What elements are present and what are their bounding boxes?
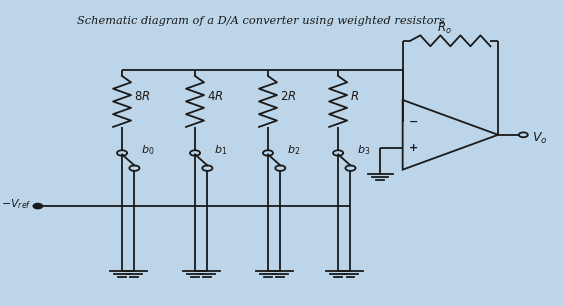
Text: $V_o$: $V_o$: [532, 131, 548, 146]
Text: $4R$: $4R$: [208, 90, 224, 103]
Text: $b_3$: $b_3$: [357, 144, 371, 158]
Circle shape: [33, 203, 42, 208]
Text: $2R$: $2R$: [280, 90, 297, 103]
Text: +: +: [409, 143, 418, 153]
Text: $b_0$: $b_0$: [141, 144, 155, 158]
Text: $R$: $R$: [350, 90, 359, 103]
Text: −: −: [409, 117, 418, 127]
Text: Schematic diagram of a D/A converter using weighted resistors: Schematic diagram of a D/A converter usi…: [77, 16, 445, 26]
Text: $b_1$: $b_1$: [214, 144, 227, 158]
Text: $b_2$: $b_2$: [287, 144, 300, 158]
Text: $8R$: $8R$: [134, 90, 151, 103]
Text: $-V_{ref}$: $-V_{ref}$: [1, 198, 32, 211]
Text: $R_o$: $R_o$: [437, 21, 452, 35]
